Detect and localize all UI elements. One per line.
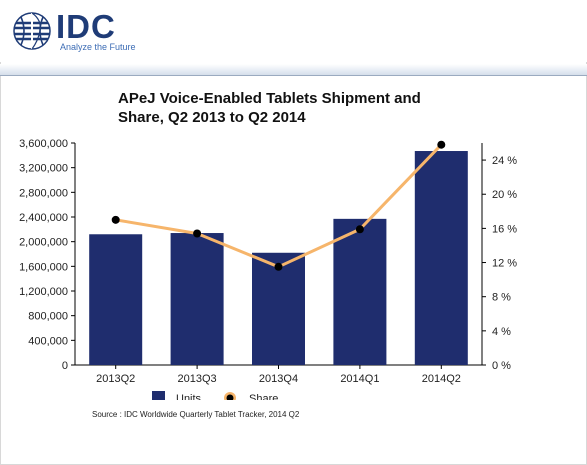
y-left-tick-label: 400,000 — [28, 335, 68, 347]
bar-units — [414, 151, 468, 365]
logo-wordmark: IDC — [56, 8, 116, 45]
legend-label-share: Share — [249, 393, 278, 400]
header-bar: IDC Analyze the Future — [0, 0, 587, 62]
idc-logo: IDC Analyze the Future — [12, 8, 162, 57]
legend-swatch-units — [152, 391, 165, 400]
y-right-tick-label: 16 % — [492, 223, 517, 235]
share-line — [115, 143, 443, 269]
y-right-tick-label: 24 % — [492, 155, 517, 167]
y-left-tick-label: 0 — [62, 360, 68, 372]
y-left-tick-label: 2,800,000 — [19, 187, 68, 199]
y-left-tick-label: 3,600,000 — [19, 138, 68, 150]
legend-label-units: Units — [176, 393, 202, 400]
y-right-tick-label: 8 % — [492, 292, 511, 304]
share-point — [437, 140, 446, 149]
x-tick-label: 2014Q1 — [340, 373, 379, 385]
share-point — [111, 215, 120, 224]
y-left-tick-label: 1,600,000 — [19, 261, 68, 273]
header-divider — [0, 64, 587, 76]
y-right-tick-label: 0 % — [492, 360, 511, 372]
y-left-tick-label: 2,000,000 — [19, 237, 68, 249]
bar-units — [89, 234, 143, 365]
globe-icon — [13, 12, 51, 50]
share-point — [355, 225, 364, 234]
bar-units — [170, 233, 224, 365]
bar-units — [252, 252, 305, 365]
y-left-tick-label: 1,200,000 — [19, 286, 68, 298]
y-left-tick-label: 2,400,000 — [19, 212, 68, 224]
share-point — [193, 229, 202, 238]
chart-title: APeJ Voice-Enabled Tablets Shipment and … — [118, 90, 421, 126]
chart: 0 400,000 800,000 1,200,000 1,600,000 2,000,0… — [19, 138, 517, 400]
y-right-tick-label: 12 % — [492, 258, 517, 270]
y-right-tick-label: 4 % — [492, 326, 511, 338]
bar-units — [333, 218, 387, 365]
y-left-tick-label: 800,000 — [28, 311, 68, 323]
logo-tagline: Analyze the Future — [60, 42, 136, 52]
source-note: Source : IDC Worldwide Quarterly Tablet … — [92, 410, 300, 419]
y-right-tick-label: 20 % — [492, 189, 517, 201]
legend-swatch-share — [226, 394, 234, 400]
x-tick-label: 2013Q2 — [96, 373, 135, 385]
x-tick-label: 2013Q3 — [178, 373, 217, 385]
y-left-tick-label: 3,200,000 — [19, 163, 68, 175]
x-tick-label: 2014Q2 — [422, 373, 461, 385]
share-point — [274, 262, 283, 271]
x-tick-label: 2013Q4 — [259, 373, 298, 385]
